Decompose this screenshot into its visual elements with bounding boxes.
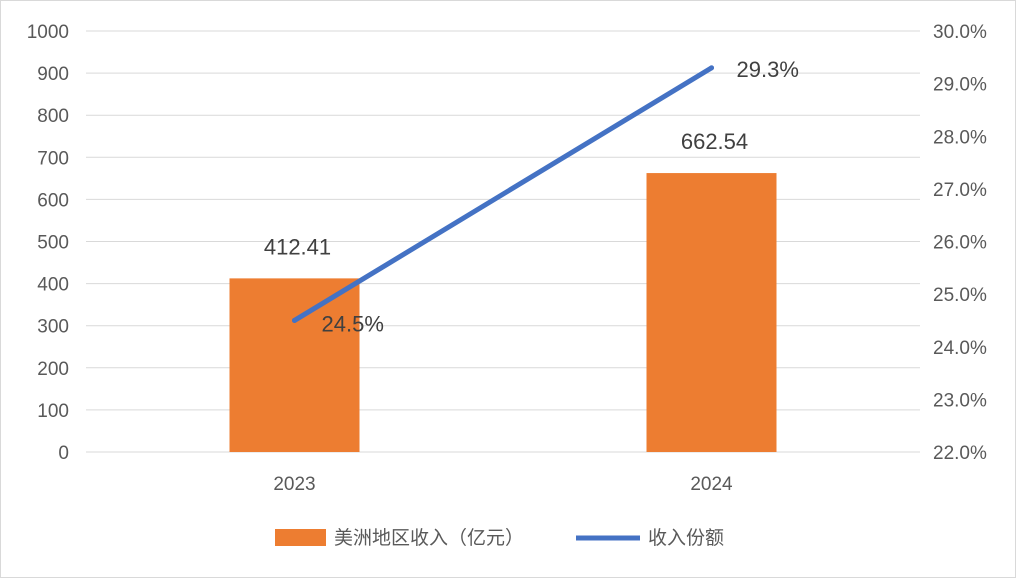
legend-bar-swatch bbox=[275, 529, 326, 546]
right-axis-tick-label: 27.0% bbox=[933, 180, 987, 201]
line-series bbox=[292, 65, 714, 323]
share-line bbox=[292, 65, 714, 323]
x-axis-tick-label: 2024 bbox=[690, 474, 733, 495]
data-labels: 412.41 662.54 24.5% 29.3% bbox=[264, 57, 799, 337]
x-axis-tick-labels: 2023 2024 bbox=[273, 474, 733, 495]
left-axis-tick-label: 300 bbox=[37, 317, 69, 338]
left-axis-tick-label: 800 bbox=[37, 106, 69, 127]
bar-data-label: 662.54 bbox=[681, 129, 748, 154]
left-axis-tick-label: 700 bbox=[37, 148, 69, 169]
left-axis-tick-label: 1000 bbox=[27, 22, 69, 43]
legend: 美洲地区收入（亿元） 收入份额 bbox=[275, 527, 724, 549]
legend-line-label: 收入份额 bbox=[648, 527, 724, 549]
legend-bar-label: 美洲地区收入（亿元） bbox=[334, 527, 524, 549]
left-axis-tick-label: 100 bbox=[37, 401, 69, 422]
right-axis-tick-label: 26.0% bbox=[933, 233, 987, 254]
left-axis-tick-label: 900 bbox=[37, 64, 69, 85]
right-axis-tick-label: 25.0% bbox=[933, 285, 987, 306]
right-axis-tick-labels: 22.0% 23.0% 24.0% 25.0% 26.0% 27.0% 28.0% 29.0%… bbox=[933, 22, 987, 464]
left-axis-tick-label: 500 bbox=[37, 233, 69, 254]
right-axis-tick-label: 23.0% bbox=[933, 390, 987, 411]
bar-2023 bbox=[229, 278, 360, 452]
bar-series bbox=[229, 173, 777, 452]
left-axis-tick-labels: 0 100 200 300 400 500 600 700 800 900 1000 bbox=[27, 22, 69, 464]
x-axis-tick-label: 2023 bbox=[273, 474, 315, 495]
left-axis-tick-label: 600 bbox=[37, 190, 69, 211]
bar-data-label: 412.41 bbox=[264, 234, 331, 259]
share-point-2023 bbox=[292, 317, 297, 323]
share-point-2024 bbox=[709, 65, 714, 71]
right-axis-tick-label: 28.0% bbox=[933, 127, 987, 148]
left-axis-tick-label: 200 bbox=[37, 359, 69, 380]
right-axis-tick-label: 29.0% bbox=[933, 75, 987, 96]
left-axis-tick-label: 0 bbox=[58, 443, 69, 464]
right-axis-tick-label: 22.0% bbox=[933, 443, 987, 464]
line-data-label: 29.3% bbox=[737, 57, 799, 82]
bar-2024 bbox=[646, 173, 777, 452]
right-axis-tick-label: 30.0% bbox=[933, 22, 987, 43]
right-axis-tick-label: 24.0% bbox=[933, 338, 987, 359]
line-data-label: 24.5% bbox=[322, 311, 384, 336]
left-axis-tick-label: 400 bbox=[37, 275, 69, 296]
gridlines bbox=[86, 30, 920, 453]
